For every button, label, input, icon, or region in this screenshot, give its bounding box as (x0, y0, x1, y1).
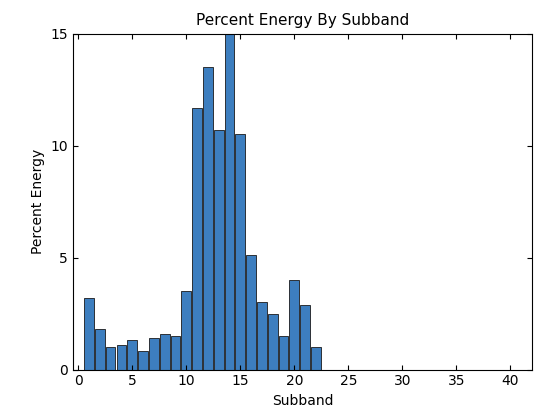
Bar (300, 304, 310, 370)
Bar (290, 280, 299, 370)
Bar (225, 34, 234, 370)
Bar (106, 347, 115, 370)
Bar (235, 134, 245, 370)
Bar (192, 108, 202, 370)
Bar (127, 341, 137, 370)
Title: Percent Energy By Subband: Percent Energy By Subband (196, 13, 409, 28)
Bar (203, 67, 213, 370)
Bar (116, 345, 127, 370)
Bar (257, 302, 267, 370)
Bar (138, 351, 148, 370)
Bar (95, 329, 105, 370)
Bar (246, 255, 256, 370)
Bar (171, 336, 180, 370)
Bar (268, 314, 278, 370)
Bar (279, 336, 288, 370)
X-axis label: Subband: Subband (272, 394, 333, 408)
Bar (214, 130, 223, 370)
Bar (160, 334, 170, 370)
Bar (181, 291, 191, 370)
Bar (84, 298, 94, 370)
Bar (311, 347, 321, 370)
Bar (149, 338, 158, 370)
Y-axis label: Percent Energy: Percent Energy (31, 149, 45, 254)
